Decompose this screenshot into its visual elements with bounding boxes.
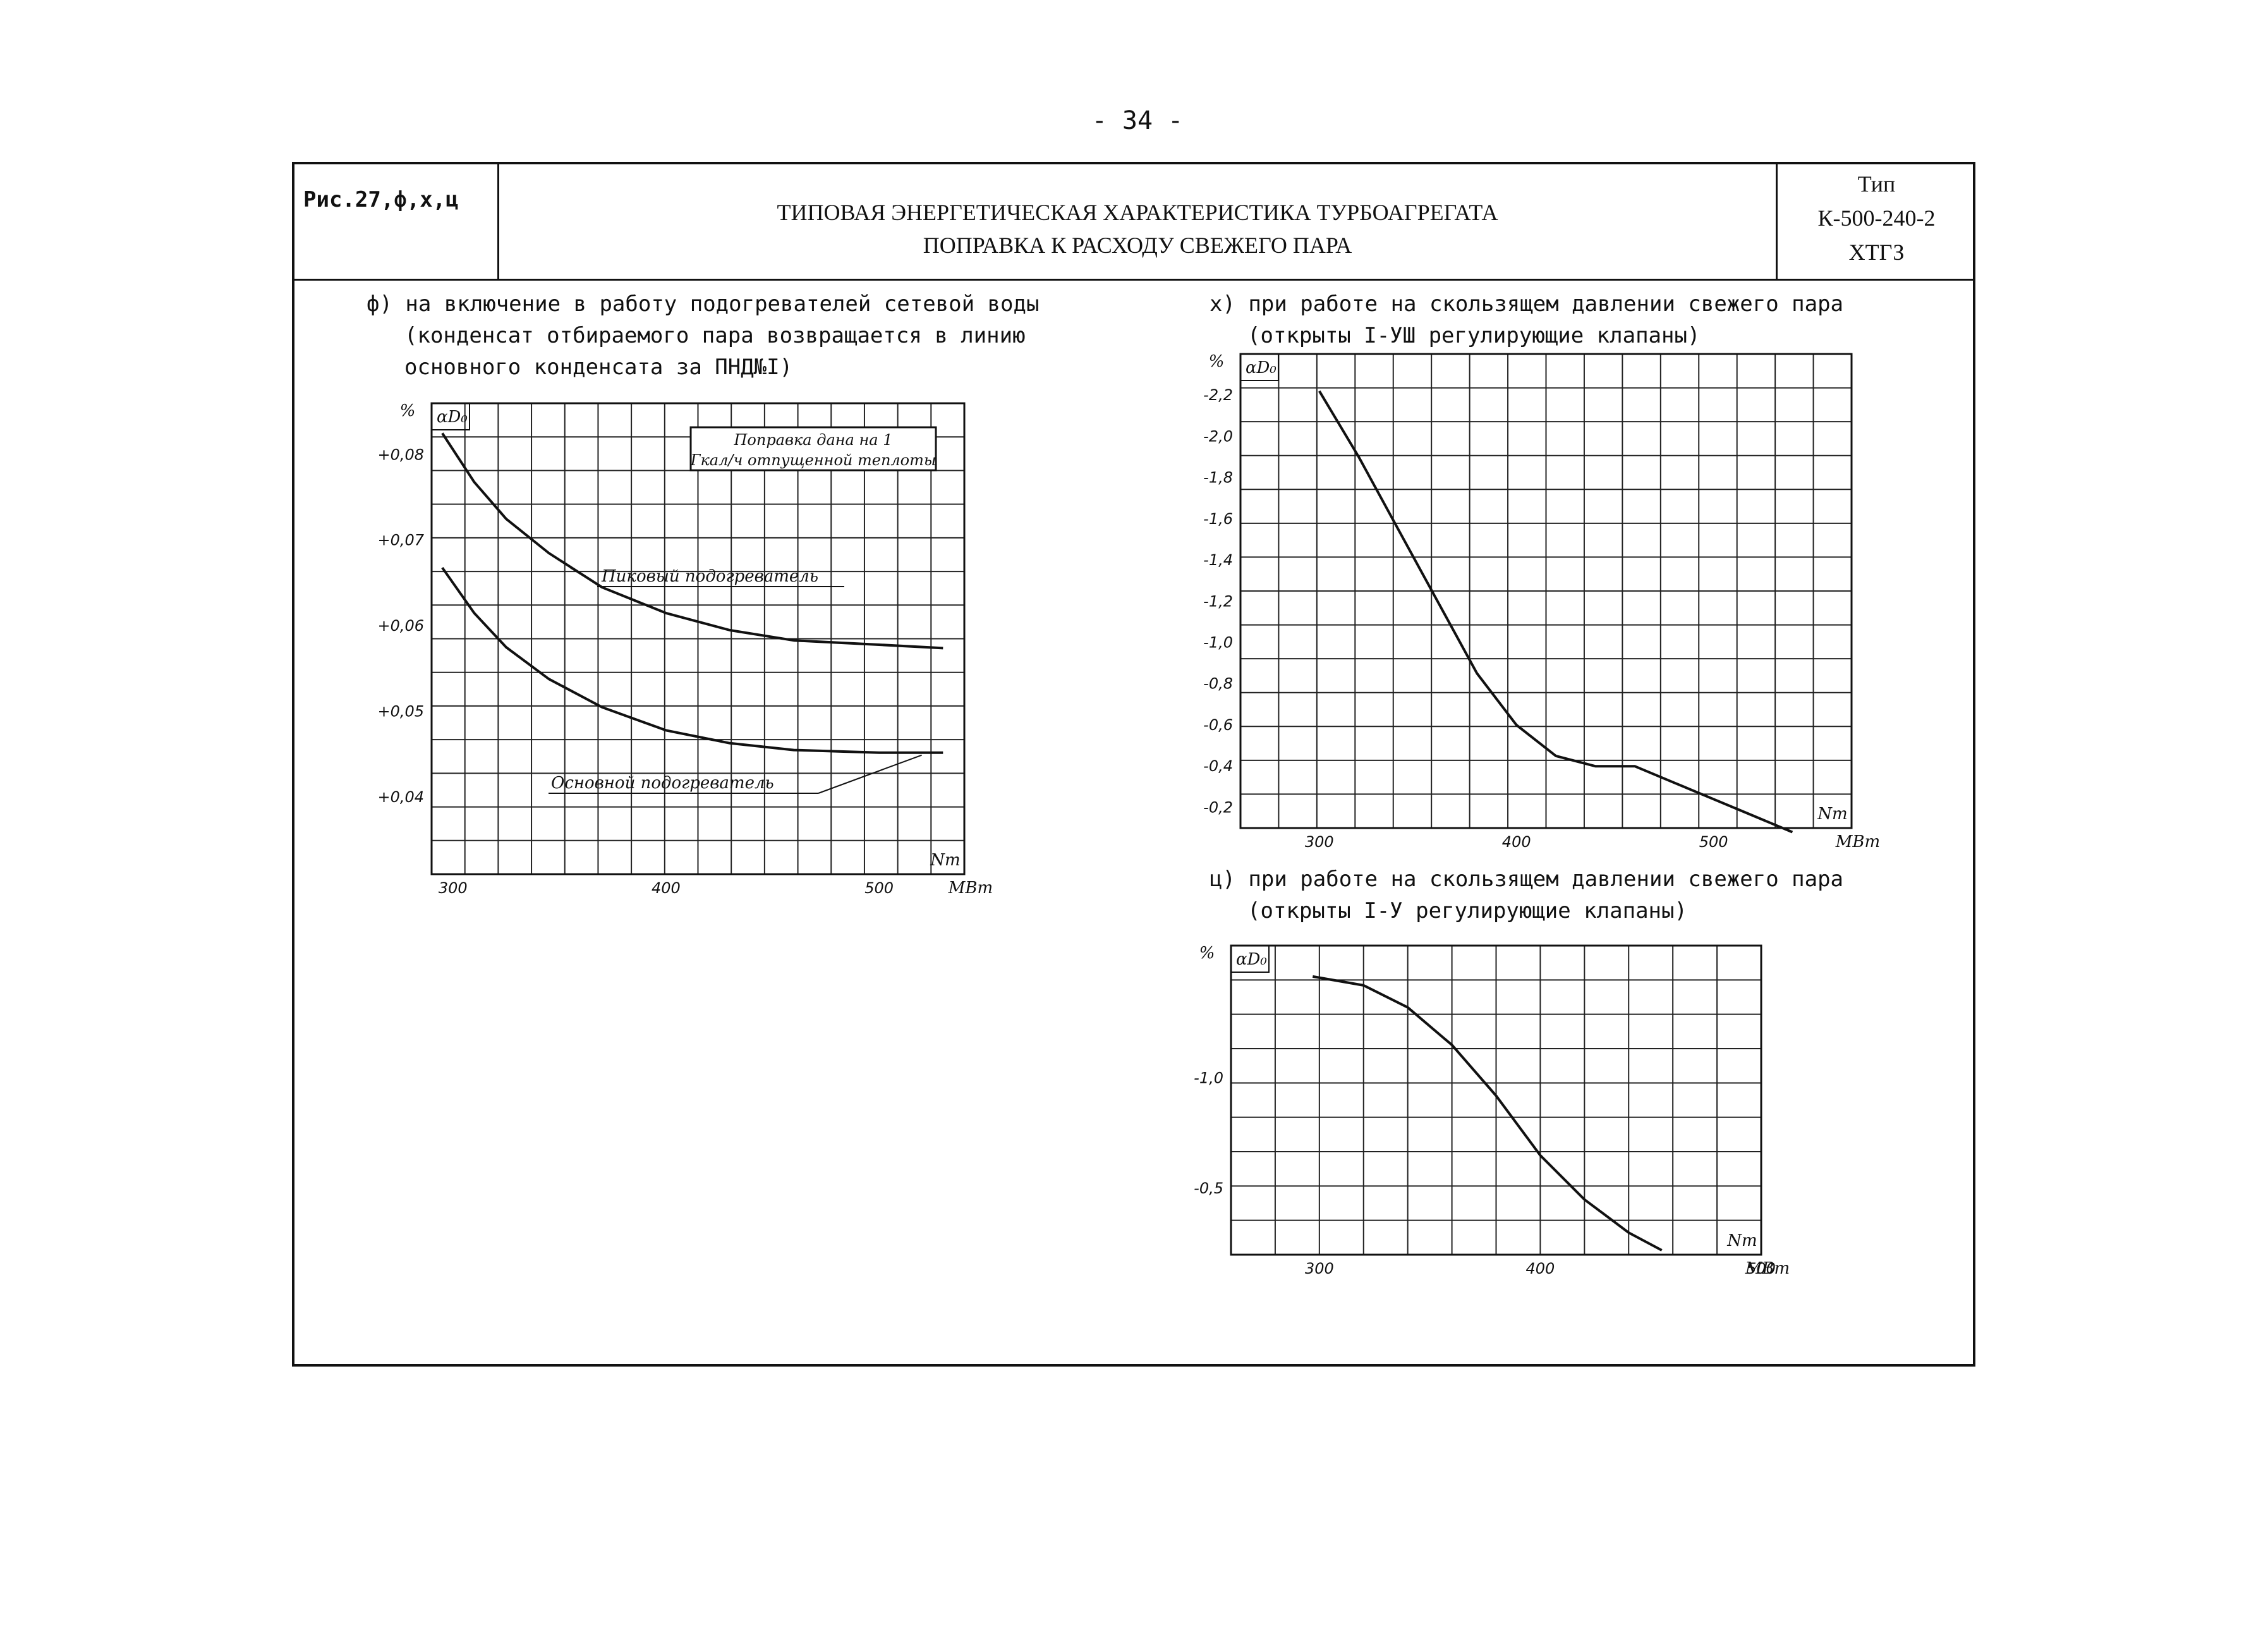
series-line <box>441 566 943 754</box>
y-tick-label: -0,2 <box>1203 798 1233 816</box>
x-tick-label: 400 <box>652 879 681 897</box>
series-label-leader <box>818 754 922 794</box>
x-axis-unit: МВт <box>1745 1259 1790 1278</box>
y-tick-label: +0,07 <box>377 532 424 549</box>
y-tick-label: -0,8 <box>1203 675 1233 693</box>
figure-title: ТИПОВАЯ ЭНЕРГЕТИЧЕСКАЯ ХАРАКТЕРИСТИКА ТУ… <box>499 164 1776 281</box>
figure-frame: Рис.27,ф,х,ц ТИПОВАЯ ЭНЕРГЕТИЧЕСКАЯ ХАРА… <box>292 162 1975 1367</box>
note-box <box>689 426 937 472</box>
caption-f-line-2: (конденсат отбираемого пара возвращается… <box>404 323 1026 348</box>
y-tick-label: -1,8 <box>1203 469 1233 487</box>
y-tick-label: -0,5 <box>1194 1179 1223 1197</box>
y-tick-label: -0,6 <box>1203 716 1233 734</box>
x-tick-label: 400 <box>1502 833 1531 851</box>
x-axis-symbol: Nт <box>1726 1231 1757 1250</box>
x-tick-label: 500 <box>1699 833 1728 851</box>
x-axis-unit: МВт <box>1835 832 1880 851</box>
x-axis-symbol: Nт <box>1817 805 1847 824</box>
x-axis-unit: МВт <box>948 879 993 898</box>
caption-c-line-2: (открыты I-У регулирующие клапаны) <box>1247 898 1687 923</box>
y-tick-label: -1,4 <box>1203 551 1233 569</box>
y-axis-unit: % <box>1209 352 1225 371</box>
caption-f: ф) на включение в работу подогревателей … <box>367 288 1039 383</box>
y-tick-label: -1,0 <box>1203 634 1233 652</box>
x-axis-symbol: Nт <box>930 851 960 870</box>
y-axis-unit: % <box>400 401 416 420</box>
y-tick-label: +0,08 <box>377 446 424 463</box>
plot-area-border <box>1230 944 1762 1256</box>
y-axis-unit: % <box>1199 944 1215 963</box>
title-line-1: ТИПОВАЯ ЭНЕРГЕТИЧЕСКАЯ ХАРАКТЕРИСТИКА ТУ… <box>777 200 1498 225</box>
title-line-2: ПОПРАВКА К РАСХОДУ СВЕЖЕГО ПАРА <box>923 233 1352 258</box>
figure-reference: Рис.27,ф,х,ц <box>294 164 499 281</box>
chart-c: 300 400 500 -1,0 -0,5% αD₀ Nт МВт <box>1194 944 1790 1278</box>
y-tick-label: -2,2 <box>1203 386 1233 404</box>
type-model: К-500-240-2 <box>1817 205 1936 231</box>
caption-f-line-3: основного конденсата за ПНД№I) <box>404 355 793 380</box>
x-tick-label: 300 <box>1305 1260 1334 1277</box>
y-axis-symbol: αD₀ <box>437 408 468 427</box>
series-label-peak: Пиковый подогреватель <box>601 567 818 586</box>
caption-c-line-1: ц) при работе на скользящем давлении све… <box>1210 867 1844 892</box>
y-tick-label: -1,2 <box>1203 592 1233 610</box>
caption-x: х) при работе на скользящем давлении све… <box>1210 288 1843 351</box>
y-symbol-box <box>1230 945 1270 973</box>
y-tick-label: +0,04 <box>377 788 424 806</box>
caption-x-line-2: (открыты I-УШ регулирующие клапаны) <box>1247 323 1701 348</box>
caption-c: ц) при работе на скользящем давлении све… <box>1210 863 1843 927</box>
y-symbol-box <box>431 403 470 430</box>
y-axis-symbol: αD₀ <box>1236 950 1267 969</box>
y-tick-label: +0,06 <box>377 617 424 635</box>
x-tick-label: 300 <box>439 879 468 897</box>
type-maker: ХТГЗ <box>1848 240 1905 265</box>
y-tick-label: -1,6 <box>1203 510 1233 528</box>
y-tick-label: +0,05 <box>377 703 424 721</box>
x-tick-label: 500 <box>1747 1260 1776 1277</box>
plot-area-border <box>430 402 966 875</box>
y-symbol-box <box>1240 353 1279 381</box>
type-label: Тип <box>1857 171 1896 197</box>
caption-f-line-1: ф) на включение в работу подогревателей … <box>367 291 1040 317</box>
y-axis-symbol: αD₀ <box>1246 358 1277 377</box>
plot-area-border <box>1239 353 1853 829</box>
turbine-type-box: Тип К-500-240-2 ХТГЗ <box>1776 164 1975 281</box>
chart-f: 300 400 500 +0,04 +0,05 +0,06 +0,07 +0,08% αD₀ Nт… <box>377 401 993 898</box>
chart-note: Поправка дана на 1 Гкал/ч отпущенной тепл… <box>690 431 937 469</box>
caption-x-line-1: х) при работе на скользящем давлении све… <box>1210 291 1844 317</box>
x-tick-label: 500 <box>864 879 894 897</box>
x-tick-label: 400 <box>1526 1260 1555 1277</box>
y-tick-label: -2,0 <box>1203 427 1233 445</box>
y-tick-label: -0,4 <box>1203 757 1233 775</box>
chart-x: 300 400 500 -0,2 -0,4 -0,6 -0,8 -1,0 -1,2 -1,4 -1,… <box>1203 352 1880 851</box>
series-line <box>1312 975 1663 1252</box>
series-line <box>441 432 943 650</box>
series-label-leader <box>569 567 601 587</box>
series-line <box>1318 390 1793 834</box>
series-label-main: Основной подогреватель <box>551 774 774 793</box>
x-tick-label: 300 <box>1305 833 1334 851</box>
page-number: - 34 - <box>1091 106 1184 135</box>
y-tick-label: -1,0 <box>1194 1069 1223 1087</box>
